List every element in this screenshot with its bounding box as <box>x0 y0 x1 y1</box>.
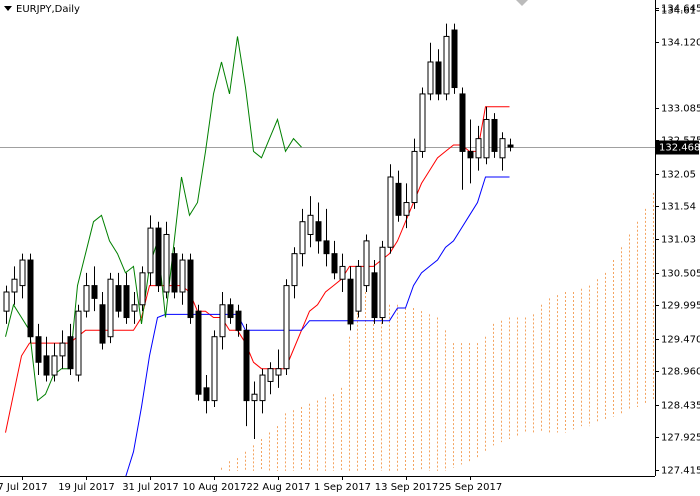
y-tick-label: 129.470 <box>661 335 700 346</box>
candle-body <box>427 61 434 95</box>
x-tick-label: 31 Jul 2017 <box>122 482 179 493</box>
candle-body <box>203 387 210 402</box>
candle-body <box>387 176 394 248</box>
y-tick-label: 128.435 <box>661 401 700 412</box>
candle-body <box>347 278 354 325</box>
candle-body <box>131 304 138 312</box>
candle-body <box>11 278 18 293</box>
candle-body <box>219 304 226 338</box>
y-tick-label: 132.05 <box>661 170 696 181</box>
candle-body <box>27 259 34 338</box>
candle-body <box>259 374 266 402</box>
candle-body <box>395 182 402 216</box>
candle-body <box>419 93 426 152</box>
y-tick-label: 128.960 <box>661 367 700 378</box>
scroll-marker[interactable] <box>516 0 528 6</box>
candle-body <box>363 240 370 287</box>
candle-body <box>83 285 90 312</box>
candle-body <box>467 150 474 159</box>
candle-body <box>227 304 234 319</box>
x-tick-label: 19 Jul 2017 <box>58 482 115 493</box>
candle-body <box>299 221 306 255</box>
candle-body <box>411 150 418 204</box>
candle-body <box>371 272 378 319</box>
x-tick-label: 22 Aug 2017 <box>246 482 310 493</box>
x-tick-label: 7 Jul 2017 <box>0 482 48 493</box>
candle-body <box>499 138 506 159</box>
candle-body <box>19 259 26 287</box>
candle-body <box>323 240 330 255</box>
last-price-box <box>655 140 699 155</box>
candle-body <box>435 61 442 95</box>
x-tick-label: 10 Aug 2017 <box>182 482 246 493</box>
y-tick-label: 134.61 <box>661 6 696 17</box>
y-tick-label: 127.925 <box>661 433 700 444</box>
candle-body <box>283 285 290 370</box>
candle-body <box>331 253 338 274</box>
candle-body <box>59 342 66 357</box>
candle-body <box>43 355 50 376</box>
candle-body <box>179 259 186 293</box>
candle-body <box>75 310 82 376</box>
candle-body <box>355 265 362 312</box>
candle-body <box>171 253 178 293</box>
x-tick-label: 13 Sep 2017 <box>375 482 438 493</box>
candle-body <box>115 285 122 312</box>
candle-body <box>155 227 162 287</box>
y-tick-label: 127.415 <box>661 466 700 477</box>
menu-arrow[interactable] <box>4 6 12 11</box>
candle-body <box>275 368 282 376</box>
x-tick-label: 25 Sep 2017 <box>439 482 502 493</box>
candle-body <box>51 355 58 376</box>
y-tick-label: 133.085 <box>661 104 700 115</box>
candle-body <box>379 246 386 319</box>
candle-body <box>147 227 154 274</box>
candle-body <box>211 336 218 402</box>
candle-body <box>483 118 490 159</box>
y-tick-label: 131.03 <box>661 235 696 246</box>
candle-body <box>195 310 202 395</box>
candle-body <box>3 291 10 312</box>
candle-body <box>451 29 458 89</box>
candle-body <box>459 93 466 152</box>
candle-body <box>99 304 106 344</box>
candle-body <box>139 272 146 306</box>
plot-area <box>0 23 655 476</box>
y-tick-label: 130.505 <box>661 269 700 280</box>
candle-body <box>403 202 410 216</box>
indicator-line <box>5 106 510 433</box>
last-price-label: 132.468 <box>659 143 700 154</box>
y-tick-label: 131.54 <box>661 202 696 213</box>
candle-body <box>291 253 298 287</box>
candle-body <box>491 118 498 152</box>
candle-body <box>123 285 130 319</box>
candle-body <box>307 214 314 235</box>
candle-body <box>67 336 74 370</box>
candle-body <box>163 233 170 293</box>
candle-body <box>91 285 98 299</box>
y-tick-label: 134.645 <box>661 4 700 15</box>
candle-body <box>235 310 242 331</box>
candle-body <box>507 144 514 148</box>
candle-body <box>475 138 482 159</box>
candle-body <box>339 265 346 280</box>
y-tick-label: 134.120 <box>661 38 700 49</box>
chart-title: EURJPY,Daily <box>16 4 80 15</box>
candle-body <box>315 221 322 242</box>
candle-body <box>187 259 194 319</box>
candle-body <box>243 329 250 402</box>
x-tick-label: 1 Sep 2017 <box>314 482 371 493</box>
y-tick-label: 129.995 <box>661 301 700 312</box>
candle-body <box>107 278 114 338</box>
candle-body <box>35 336 42 363</box>
candle-body <box>267 368 274 382</box>
candle-body <box>443 35 450 95</box>
candle-body <box>251 393 258 402</box>
